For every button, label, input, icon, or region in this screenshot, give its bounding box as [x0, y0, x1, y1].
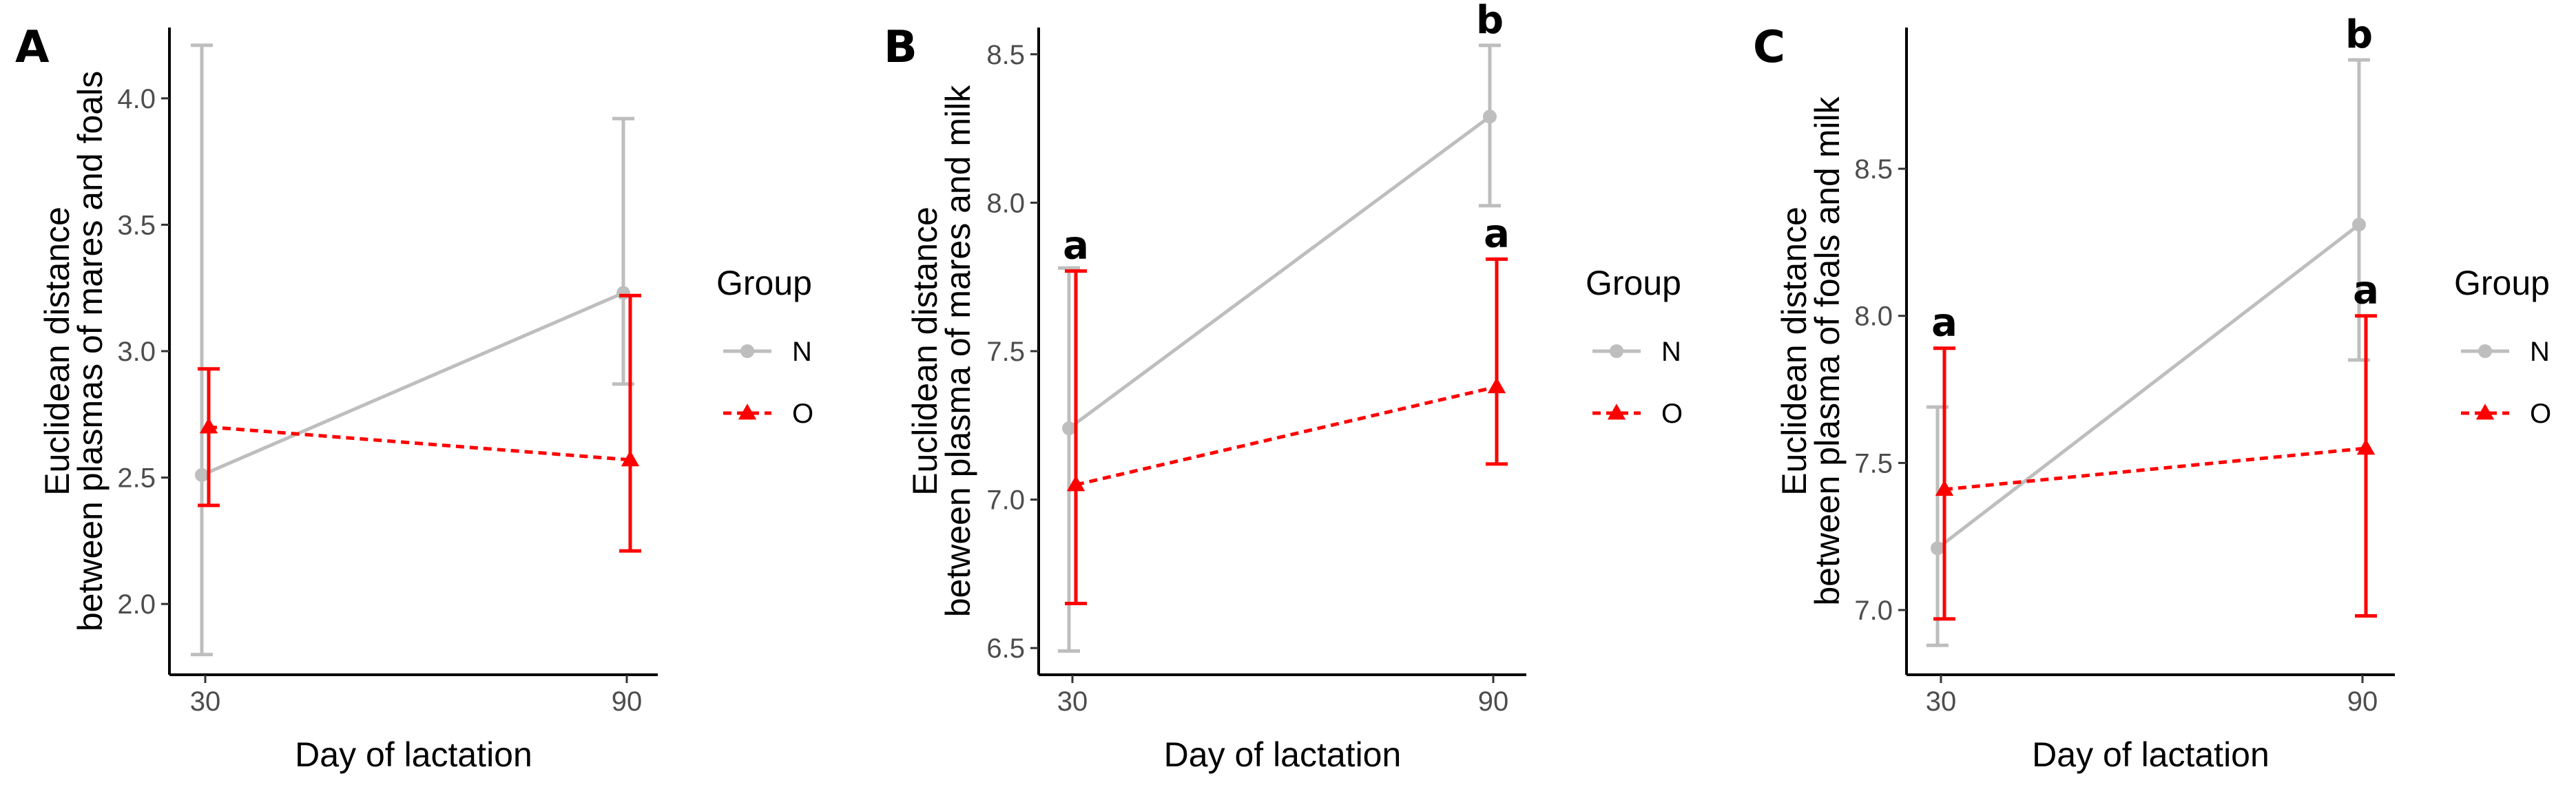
series-o	[198, 293, 641, 553]
x-tick-label: 90	[1478, 686, 1509, 717]
series-line	[1944, 446, 2367, 492]
y-axis-title-line1: Euclidean distance	[1775, 207, 1814, 496]
legend-key-marker	[2478, 344, 2492, 358]
y-tick-label: 8.0	[1854, 302, 1893, 332]
legend: Group N O	[2454, 264, 2551, 429]
y-tick-label: 8.0	[986, 188, 1025, 218]
data-point	[1931, 541, 1944, 556]
y-tick-label: 7.0	[1854, 596, 1893, 626]
panel-tag: A	[15, 22, 50, 73]
x-axis-title: Day of lactation	[1164, 735, 1402, 774]
legend-key-marker	[738, 403, 757, 420]
legend-label: O	[792, 399, 813, 429]
legend: Group N O	[716, 264, 813, 429]
legend-label: N	[2530, 337, 2550, 367]
x-tick-label: 30	[1057, 686, 1088, 717]
data-point	[1062, 421, 1076, 436]
data-point	[1935, 480, 1954, 496]
data-point	[1483, 109, 1497, 124]
data-point	[1487, 377, 1506, 394]
x-tick-label: 90	[2347, 686, 2378, 717]
series-line	[208, 425, 631, 462]
significance-letter: a	[1931, 301, 1957, 346]
y-tick-label: 7.0	[986, 485, 1025, 516]
series-n: b	[1926, 12, 2373, 647]
y-tick-label: 7.5	[1854, 448, 1893, 479]
y-axis-title-line2: between plasma of mares and milk	[939, 85, 977, 618]
y-axis-title-line2: between plasmas of mares and foals	[71, 71, 110, 631]
legend-label: N	[792, 337, 812, 367]
y-tick-label: 6.5	[986, 633, 1025, 664]
legend-label: O	[1661, 399, 1683, 429]
legend-title: Group	[1586, 264, 1681, 302]
y-tick-label: 2.5	[117, 463, 156, 494]
y-tick-label: 2.0	[117, 589, 156, 620]
significance-letter: a	[2353, 269, 2379, 313]
legend-label: O	[2530, 399, 2551, 429]
legend-title: Group	[716, 264, 812, 302]
y-tick-label: 3.5	[117, 210, 156, 240]
significance-letter: a	[1484, 211, 1510, 256]
y-tick-label: 8.5	[1854, 154, 1893, 185]
legend-key-marker	[740, 344, 754, 358]
panel-tag: B	[884, 22, 917, 73]
series-line	[1075, 385, 1497, 487]
legend: Group N O	[1586, 264, 1683, 429]
panel-b: B 6.5 7.0 7.5 8.0 8.5 30 90 Day of lactation Eucl…	[884, 0, 1683, 774]
significance-letter: b	[2345, 12, 2373, 57]
series-n	[191, 43, 634, 657]
data-point	[199, 417, 218, 434]
x-tick-label: 90	[612, 686, 643, 717]
legend-key-marker	[1610, 344, 1623, 358]
data-point	[616, 286, 630, 300]
significance-letter: b	[1476, 0, 1504, 43]
significance-letter: a	[1063, 224, 1089, 269]
data-point	[621, 450, 640, 467]
x-axis-title: Day of lactation	[2032, 735, 2269, 774]
x-tick-label: 30	[190, 686, 221, 717]
series-o: aa	[1931, 269, 2379, 621]
y-axis-title-line1: Euclidean distance	[38, 207, 76, 496]
y-axis-title-line1: Euclidean distance	[906, 207, 944, 496]
y-tick-label: 8.5	[986, 40, 1025, 70]
y-tick-label: 4.0	[117, 84, 156, 114]
data-point	[2356, 439, 2376, 455]
legend-key-marker	[1607, 403, 1626, 420]
x-tick-label: 30	[1926, 686, 1957, 717]
panel-c: C 7.0 7.5 8.0 8.5 30 90 Day of lactation Euclide…	[1753, 12, 2551, 774]
x-axis-title: Day of lactation	[295, 735, 532, 774]
panel-a: A 2.0 2.5 3.0 3.5 4.0 30 90 Day of lactation Eucl…	[15, 22, 813, 774]
y-axis-title-line2: between plasma of foals and milk	[1808, 96, 1847, 605]
legend-title: Group	[2454, 264, 2550, 302]
data-point	[1066, 475, 1086, 492]
series-line	[1936, 223, 2360, 550]
y-tick-label: 7.5	[986, 337, 1025, 367]
legend-label: N	[1661, 337, 1681, 367]
panel-tag: C	[1753, 22, 1785, 73]
legend-key-marker	[2475, 403, 2495, 420]
series-line	[1068, 115, 1491, 430]
y-tick-label: 3.0	[117, 337, 156, 367]
data-point	[2352, 218, 2366, 232]
series-line	[201, 291, 624, 477]
data-point	[195, 468, 209, 482]
series-n: b	[1058, 0, 1504, 653]
